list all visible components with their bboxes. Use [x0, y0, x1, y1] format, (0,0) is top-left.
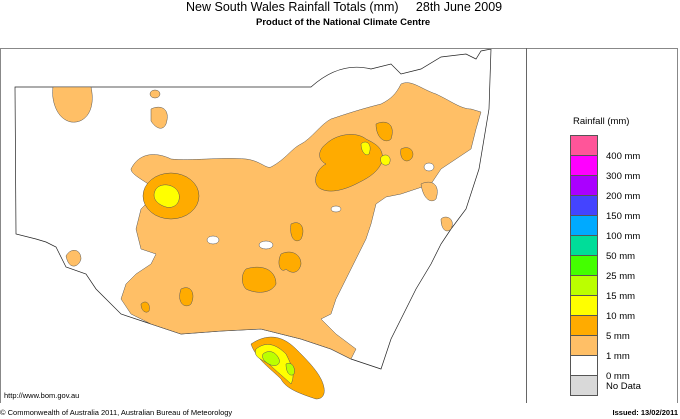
legend-swatch-100-150 — [570, 216, 598, 236]
copyright-text: © Commonwealth of Australia 2011, Austra… — [0, 408, 233, 417]
rainfall-band-15-25mm — [262, 351, 295, 376]
issued-date: Issued: 13/02/2011 — [612, 408, 678, 417]
no-rain-holes — [206, 162, 435, 250]
legend-label-1: 1 mm — [606, 351, 630, 362]
legend-swatch-50-100 — [570, 236, 598, 256]
legend-swatch-150-200 — [570, 196, 598, 216]
legend-label-5: 5 mm — [606, 331, 630, 342]
legend-label-150: 150 mm — [606, 211, 641, 222]
rainfall-band-1-5mm — [52, 82, 482, 360]
map-subtitle-text: Product of the National Climate Centre — [256, 17, 431, 28]
legend-label-0: 0 mm — [606, 371, 630, 382]
bom-url-link[interactable]: http://www.bom.gov.au — [4, 391, 80, 400]
legend-label-300: 300 mm — [606, 171, 641, 182]
legend-swatch-200-300 — [570, 176, 598, 196]
legend-swatch-10-15 — [570, 296, 598, 316]
legend-swatch-25-50 — [570, 256, 598, 276]
legend-label-100: 100 mm — [606, 231, 641, 242]
rainfall-map — [14, 49, 492, 400]
legend-swatch-1-5 — [570, 336, 598, 356]
legend-label-400: 400 mm — [606, 151, 641, 162]
legend-swatch-0-1 — [570, 356, 598, 376]
legend-divider — [526, 48, 527, 403]
legend-colorbar — [570, 135, 598, 396]
legend-label-10: 10 mm — [606, 311, 636, 322]
legend-swatch-5-10 — [570, 316, 598, 336]
map-frame — [0, 48, 678, 403]
legend-label-50: 50 mm — [606, 251, 636, 262]
legend-label-25: 25 mm — [606, 271, 636, 282]
map-title-text: New South Wales Rainfall Totals (mm) 28t… — [186, 0, 503, 14]
legend-label-200: 200 mm — [606, 191, 641, 202]
legend-label-15: 15 mm — [606, 291, 636, 302]
legend-swatch-300-400 — [570, 156, 598, 176]
legend-swatch-no-data — [570, 376, 598, 396]
legend-swatch-400plus — [570, 135, 598, 156]
legend-title: Rainfall (mm) — [573, 116, 630, 127]
legend-swatch-15-25 — [570, 276, 598, 296]
legend-label-no-data: No Data — [606, 381, 641, 392]
